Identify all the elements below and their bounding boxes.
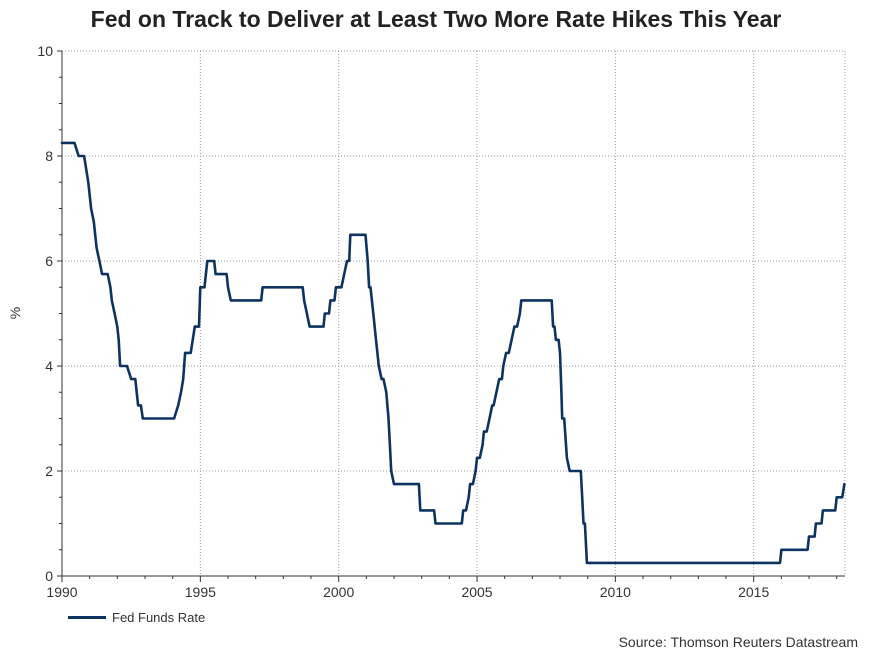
legend-label-fed-funds-rate: Fed Funds Rate [112, 610, 206, 625]
x-tick-label-2005: 2005 [461, 584, 492, 600]
y-tick-label-8: 8 [45, 148, 53, 164]
x-tick-label-2015: 2015 [738, 584, 769, 600]
tick-labels: 0 2 4 6 8 10 1990 1995 2000 2005 2010 2015 [37, 43, 769, 600]
legend-swatch-fed-funds-rate [68, 616, 106, 619]
chart-title: Fed on Track to Deliver at Least Two Mor… [90, 6, 782, 32]
y-axis-title: % [7, 307, 23, 319]
y-tick-label-4: 4 [45, 358, 53, 374]
y-tick-label-2: 2 [45, 463, 53, 479]
y-tick-label-6: 6 [45, 253, 53, 269]
axes [57, 50, 845, 582]
legend: Fed Funds Rate [68, 610, 205, 625]
y-tick-label-10: 10 [37, 43, 53, 59]
x-tick-label-1990: 1990 [46, 584, 77, 600]
source-note: Source: Thomson Reuters Datastream [618, 634, 858, 650]
x-tick-label-2000: 2000 [323, 584, 354, 600]
y-tick-label-0: 0 [45, 568, 53, 584]
x-tick-label-1995: 1995 [185, 584, 216, 600]
series-layer [60, 141, 846, 565]
series-line-fed-funds-rate [60, 141, 846, 565]
grid-lines [62, 50, 846, 576]
x-tick-label-2010: 2010 [600, 584, 631, 600]
